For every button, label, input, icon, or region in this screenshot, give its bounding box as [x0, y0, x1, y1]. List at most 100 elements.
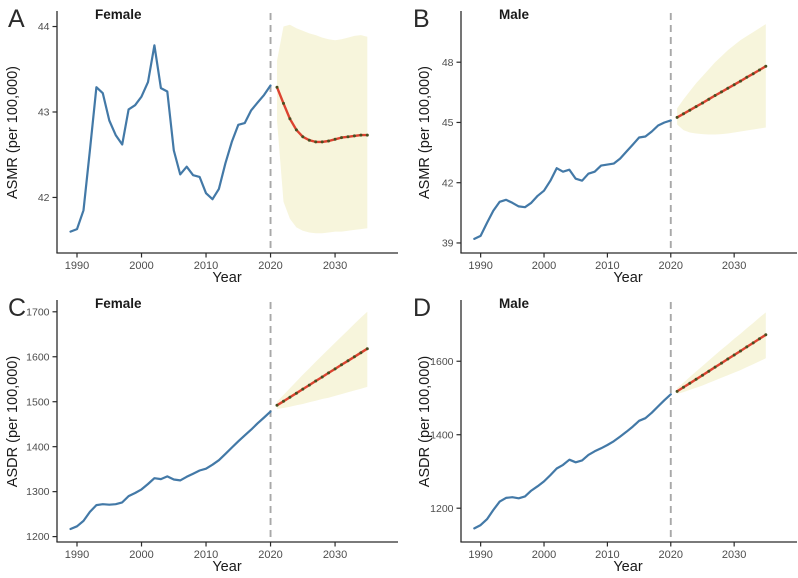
projection-marker — [320, 375, 324, 379]
x-tick-label: 2000 — [129, 549, 153, 561]
x-tick-label: 2000 — [532, 549, 556, 561]
projection-marker — [352, 355, 356, 359]
projection-marker — [745, 345, 749, 349]
projection-marker — [694, 377, 698, 381]
projection-marker — [758, 337, 761, 341]
y-axis-label: ASDR (per 100,000) — [5, 356, 21, 487]
y-tick-label: 44 — [38, 21, 50, 33]
panel-letter: B — [413, 5, 430, 33]
x-tick-label: 2010 — [194, 260, 218, 272]
projection-marker — [713, 365, 717, 369]
projection-marker — [732, 83, 736, 87]
projection-marker — [333, 137, 337, 141]
x-axis-label: Year — [212, 270, 241, 286]
x-tick-label: 2010 — [595, 260, 619, 272]
projection-marker — [294, 128, 298, 132]
projection-marker — [301, 135, 305, 139]
projection-marker — [307, 138, 311, 142]
y-tick-label: 45 — [442, 117, 454, 129]
projection-marker — [359, 133, 363, 137]
projection-marker — [288, 117, 292, 121]
y-tick-label: 42 — [442, 177, 454, 189]
projection-marker — [340, 136, 343, 140]
projection-marker — [720, 90, 723, 94]
y-tick-label: 1400 — [430, 429, 454, 441]
x-tick-label: 2020 — [659, 549, 683, 561]
projection-marker — [726, 86, 730, 90]
projection-marker — [294, 391, 298, 395]
y-tick-label: 1600 — [26, 351, 50, 363]
projection-marker — [726, 357, 730, 361]
projection-marker — [675, 389, 679, 393]
x-tick-label: 2030 — [722, 260, 746, 272]
x-tick-label: 2010 — [595, 549, 619, 561]
projection-marker — [346, 135, 350, 139]
observed-line — [69, 410, 272, 531]
projection-marker — [275, 85, 279, 89]
x-tick-label: 1990 — [468, 260, 492, 272]
y-tick-label: 1400 — [26, 441, 50, 453]
x-tick-label: 2010 — [194, 549, 218, 561]
projection-marker — [758, 68, 761, 72]
projection-marker — [764, 64, 768, 68]
panel-A: 42 43 44 1990 2000 2010 2020 2030 Year ASMR (per … — [0, 0, 399, 289]
projection-marker — [320, 140, 324, 144]
panel-A-chart: 42 43 44 1990 2000 2010 2020 2030 Year ASMR (per … — [5, 5, 398, 286]
projection-marker — [346, 359, 350, 363]
projection-marker — [282, 101, 285, 105]
y-tick-label: 42 — [38, 192, 50, 204]
y-axis-label: ASMR (per 100,000) — [417, 66, 433, 199]
projection-marker — [288, 395, 292, 399]
x-tick-label: 2020 — [258, 549, 282, 561]
projection-marker — [327, 139, 331, 143]
y-axis-label: ASDR (per 100,000) — [417, 356, 433, 487]
panel-title: Male — [499, 7, 530, 22]
projection-marker — [365, 347, 369, 351]
projection-marker — [333, 367, 337, 371]
projection-marker — [701, 101, 704, 105]
projection-marker — [301, 387, 305, 391]
panel-D: 1200 1400 1600 1990 2000 2010 2020 2030 Year ASDR… — [399, 289, 798, 578]
panel-B: 39 42 45 48 1990 2000 2010 2020 2030 Year ASMR (pe… — [399, 0, 798, 289]
projection-marker — [745, 75, 749, 79]
panel-letter: A — [8, 5, 25, 33]
projection-marker — [751, 341, 755, 345]
projection-marker — [682, 385, 685, 389]
projection-marker — [307, 383, 311, 387]
projection-marker — [314, 379, 318, 383]
panel-title: Male — [499, 296, 530, 311]
projection-marker — [327, 371, 331, 375]
projection-marker — [701, 373, 704, 377]
projection-marker — [707, 97, 711, 101]
y-tick-label: 1700 — [26, 306, 50, 318]
x-axis-label: Year — [613, 270, 642, 286]
projection-marker — [340, 363, 343, 367]
y-tick-label: 48 — [442, 57, 454, 69]
confidence-band — [277, 311, 368, 409]
y-tick-label: 1200 — [430, 503, 454, 515]
observed-line — [69, 44, 272, 233]
panel-C-chart: 1200 1300 1400 1500 1600 1700 1990 2000 2010 2020… — [5, 294, 398, 575]
x-tick-label: 2030 — [323, 549, 347, 561]
y-tick-label: 39 — [442, 238, 454, 250]
y-tick-label: 43 — [38, 107, 50, 119]
x-axis-label: Year — [613, 559, 642, 575]
panel-B-chart: 39 42 45 48 1990 2000 2010 2020 2030 Year ASMR (pe… — [413, 5, 797, 286]
x-tick-label: 2000 — [129, 260, 153, 272]
projection-marker — [720, 361, 723, 365]
projection-marker — [275, 403, 279, 407]
panel-letter: D — [413, 294, 431, 322]
panel-letter: C — [8, 294, 26, 322]
projection-marker — [675, 115, 679, 119]
panel-title: Female — [95, 7, 142, 22]
x-tick-label: 1990 — [65, 260, 89, 272]
projection-marker — [694, 105, 698, 109]
confidence-band — [677, 312, 766, 394]
panel-title: Female — [95, 296, 142, 311]
y-tick-label: 1600 — [430, 356, 454, 368]
projection-marker — [707, 369, 711, 373]
x-tick-label: 1990 — [468, 549, 492, 561]
projection-marker — [688, 108, 692, 112]
projection-marker — [359, 351, 363, 355]
projection-marker — [739, 79, 742, 83]
